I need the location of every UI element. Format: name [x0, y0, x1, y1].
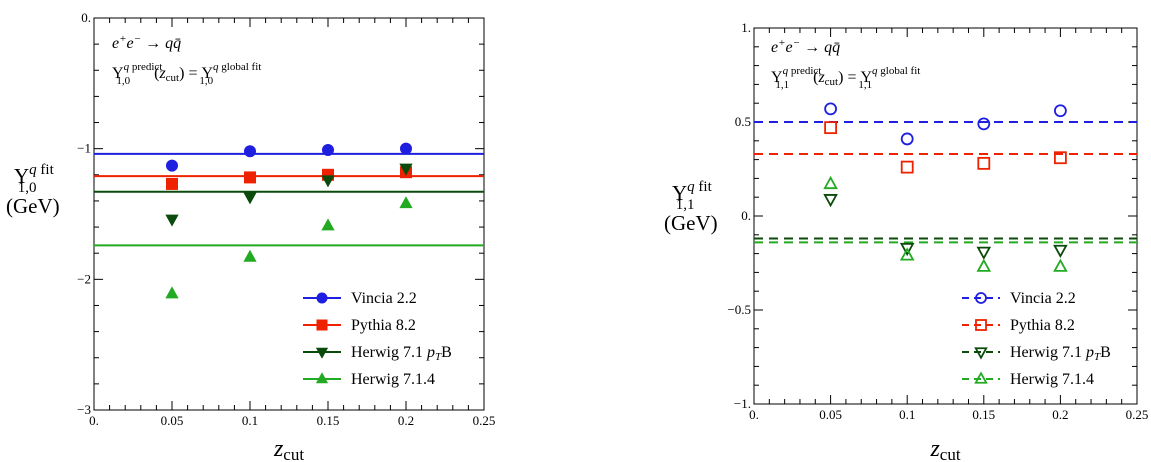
legend-item: Vincia 2.2	[303, 290, 417, 307]
x-tick-label: 0.25	[1126, 407, 1149, 422]
data-point	[399, 196, 413, 209]
legend-label: Vincia 2.2	[351, 290, 417, 307]
y-tick-label: 0.5	[735, 114, 751, 129]
legend-label: Herwig 7.1.4	[1010, 371, 1094, 388]
y-tick-label: 0.	[81, 10, 91, 25]
chart-panel-2: 0. 0.05 0.1 0.15 0.2 0.25 1. 0.5 0. −0.5 −1. e+e− →…	[664, 20, 1148, 462]
data-point	[977, 156, 991, 170]
data-point	[243, 192, 257, 205]
x-tick-label: 0.15	[317, 413, 340, 428]
data-point	[823, 175, 838, 190]
x-tick-label: 0.2	[398, 413, 414, 428]
x-tick-label: 0.1	[242, 413, 258, 428]
data-point	[899, 247, 915, 261]
y-tick-label: −0.5	[727, 302, 751, 317]
data-point	[900, 160, 914, 174]
data-point	[823, 194, 838, 208]
legend-marker	[315, 347, 329, 359]
data-point	[244, 171, 256, 184]
y-tick-label: 0.	[741, 208, 751, 223]
relation-label: Υq predict 1,0 (zcut) = Υq global fit 1,0	[112, 61, 261, 87]
legend-item: Vincia 2.2	[962, 290, 1076, 307]
x-tick-label: 0.15	[972, 407, 995, 422]
legend-item: Herwig 7.1.4	[303, 371, 435, 388]
y-axis-unit: (GeV)	[6, 194, 60, 218]
data-point	[165, 286, 179, 299]
legend-label: Pythia 8.2	[1010, 317, 1075, 334]
data-point	[321, 175, 335, 188]
data-point	[900, 132, 914, 146]
legend-item: Herwig 7.1 pTB	[962, 344, 1111, 363]
relation-label: Υq predict 1,1 (zcut) = Υq global fit 1,1	[771, 65, 920, 91]
x-tick-label: 0.05	[819, 407, 842, 422]
legend-item: Herwig 7.1.4	[962, 371, 1094, 388]
legend-marker	[316, 319, 328, 331]
x-axis-label: zcut	[273, 436, 304, 462]
process-label: e+e− → qq̄	[112, 33, 181, 52]
legend-marker	[974, 371, 988, 384]
x-tick-label: 0.2	[1052, 407, 1068, 422]
legend-label: Herwig 7.1 pTB	[351, 344, 452, 363]
x-tick-label: 0.	[89, 413, 99, 428]
plot-frame	[93, 17, 485, 411]
legend-item: Herwig 7.1 pTB	[303, 344, 452, 363]
data-point	[399, 163, 413, 176]
y-tick-label: −2	[77, 271, 91, 286]
y-tick-label: −3	[77, 402, 91, 417]
data-point	[1053, 244, 1068, 259]
data-point	[321, 218, 335, 231]
legend-label: Vincia 2.2	[1010, 290, 1076, 307]
legend-label: Herwig 7.1 pTB	[1010, 344, 1111, 363]
x-tick-label: 0.1	[899, 407, 915, 422]
data-point	[166, 159, 178, 172]
legend-item: Pythia 8.2	[303, 317, 416, 334]
data-point	[165, 214, 179, 227]
data-point	[166, 177, 178, 190]
x-tick-label: 0.25	[473, 413, 496, 428]
y-tick-label: −1.	[734, 396, 751, 411]
process-label: e+e− → qq̄	[771, 37, 840, 56]
data-point	[824, 102, 837, 116]
x-tick-label: 0.	[749, 407, 759, 422]
data-point	[899, 242, 915, 257]
y-axis-unit: (GeV)	[664, 211, 718, 235]
x-tick-label: 0.05	[161, 413, 184, 428]
x-axis-label: zcut	[929, 436, 960, 462]
chart-panel-1: 0. 0.05 0.1 0.15 0.2 0.25 0. −1 −2 −3 e+e− → qq̄ Υq…	[6, 10, 495, 462]
data-point	[824, 121, 837, 135]
data-point	[1054, 104, 1067, 118]
data-point	[1054, 151, 1067, 165]
y-tick-label: 1.	[741, 20, 751, 35]
data-point	[243, 249, 257, 262]
data-point	[322, 143, 334, 156]
y-axis-label: Υq fit 1,1	[672, 179, 713, 213]
y-axis-label: Υq fit 1,0	[14, 162, 55, 196]
legend-marker	[316, 292, 328, 304]
data-point	[976, 258, 992, 272]
data-point	[976, 246, 992, 260]
y-tick-label: −1	[77, 141, 91, 156]
legend-label: Herwig 7.1.4	[351, 371, 435, 388]
legend-marker	[974, 347, 988, 360]
data-point	[244, 145, 256, 158]
legend-item: Pythia 8.2	[962, 317, 1075, 334]
legend-label: Pythia 8.2	[351, 317, 416, 334]
legend-marker	[975, 292, 987, 304]
legend-marker	[975, 319, 987, 331]
data-point	[1053, 258, 1068, 272]
data-point	[400, 142, 412, 155]
legend-marker	[315, 372, 329, 384]
data-point	[977, 117, 991, 131]
